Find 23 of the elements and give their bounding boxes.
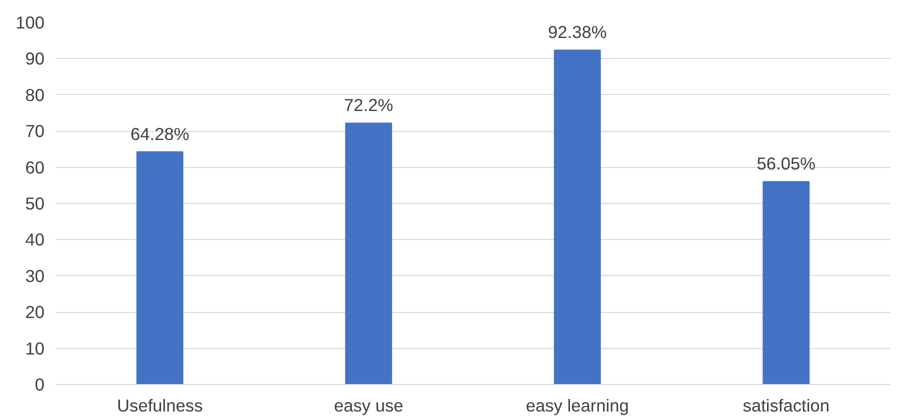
- y-tick-label: 30: [25, 266, 45, 286]
- y-tick-label: 40: [25, 230, 45, 250]
- x-tick-label: satisfaction: [742, 396, 830, 416]
- y-tick-label: 90: [25, 48, 45, 69]
- y-tick-label: 60: [25, 157, 45, 178]
- y-tick-label: 0: [34, 374, 45, 394]
- data-label: 92.38%: [548, 22, 607, 42]
- y-tick-label: 100: [16, 12, 45, 32]
- y-tick-label: 70: [25, 121, 45, 142]
- y-tick-label: 80: [25, 84, 45, 105]
- data-label: 72.2%: [344, 95, 394, 116]
- y-tick-label: 10: [25, 338, 45, 358]
- y-tick-label: 50: [25, 194, 45, 214]
- x-tick-label: easy learning: [526, 396, 629, 416]
- bar: [136, 151, 184, 384]
- bar: [345, 122, 392, 384]
- x-tick-label: Usefulness: [117, 396, 204, 416]
- bar: [762, 181, 810, 384]
- data-label: 56.05%: [756, 154, 816, 174]
- bar: [554, 50, 601, 384]
- data-label: 64.28%: [130, 124, 190, 144]
- x-tick-label: easy use: [334, 396, 404, 416]
- y-tick-label: 20: [25, 302, 45, 322]
